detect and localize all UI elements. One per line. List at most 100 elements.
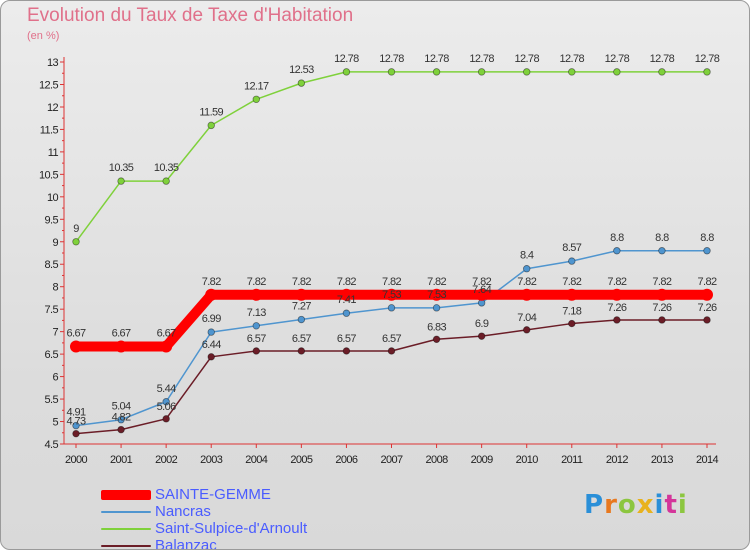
data-label-0: 6.67 <box>66 327 85 339</box>
x-tick-label: 2010 <box>516 454 539 466</box>
x-tick-label: 2011 <box>561 454 583 466</box>
logo-letter: o <box>617 490 637 520</box>
series-point-0 <box>430 288 443 301</box>
series-point-1 <box>342 309 351 317</box>
series-point-0 <box>385 288 398 301</box>
data-label-3: 6.44 <box>202 339 221 351</box>
y-tick-label: 8 <box>52 282 58 294</box>
data-label-3: 6.57 <box>247 333 266 345</box>
series-point-3 <box>117 425 125 434</box>
data-label-2: 12.78 <box>560 53 585 65</box>
y-tick-label: 13 <box>47 57 59 69</box>
legend-swatch <box>101 490 151 500</box>
data-label-0: 7.82 <box>427 276 446 288</box>
data-label-1: 7.13 <box>247 307 266 319</box>
data-label-2: 12.78 <box>605 53 630 65</box>
series-point-2 <box>568 68 576 76</box>
series-point-3 <box>613 316 621 324</box>
data-label-1: 7.27 <box>292 301 311 313</box>
series-point-2 <box>432 68 441 76</box>
data-label-3: 7.04 <box>517 312 536 324</box>
series-point-1 <box>613 247 621 255</box>
series-point-1 <box>432 304 441 312</box>
data-label-2: 12.53 <box>289 64 314 76</box>
series-point-1 <box>387 304 396 312</box>
x-tick-label: 2002 <box>155 454 178 466</box>
data-label-1: 7.53 <box>382 289 401 301</box>
data-label-3: 7.26 <box>607 302 626 314</box>
series-point-0 <box>565 288 578 301</box>
series-point-0 <box>70 340 82 353</box>
data-label-0: 7.82 <box>697 276 716 288</box>
series-point-0 <box>610 288 623 301</box>
data-label-2: 12.17 <box>244 80 269 92</box>
y-tick-label: 5 <box>52 417 58 429</box>
series-point-2 <box>658 68 666 76</box>
series-point-2 <box>117 177 125 185</box>
series-point-2 <box>207 121 215 130</box>
line-chart: 4.555.566.577.588.599.51010.51111.51212.… <box>39 53 720 466</box>
data-label-0: 7.82 <box>292 276 311 288</box>
data-label-3: 6.57 <box>382 333 401 345</box>
series-point-0 <box>655 288 668 301</box>
series-point-2 <box>252 95 260 104</box>
series-point-3 <box>658 316 666 324</box>
series-point-0 <box>520 288 533 301</box>
data-label-2: 12.78 <box>650 53 675 65</box>
x-tick-label: 2003 <box>200 454 223 466</box>
data-label-3: 6.83 <box>427 321 446 333</box>
data-label-1: 7.41 <box>337 294 356 306</box>
legend-label: Balanzac <box>155 537 217 550</box>
data-label-1: 8.8 <box>610 232 624 244</box>
series-point-3 <box>252 347 260 355</box>
data-label-2: 10.35 <box>154 162 179 174</box>
series-point-3 <box>207 353 215 361</box>
y-tick-label: 12.5 <box>39 79 58 91</box>
series-point-0 <box>701 288 713 301</box>
data-label-1: 5.44 <box>157 383 176 395</box>
data-label-1: 8.4 <box>520 250 534 262</box>
legend-label: Saint-Sulpice-d'Arnoult <box>155 520 308 537</box>
y-tick-label: 8.5 <box>45 259 59 271</box>
x-tick-label: 2001 <box>110 454 133 466</box>
series-point-3 <box>297 347 306 355</box>
series-point-1 <box>658 247 666 255</box>
data-label-0: 7.82 <box>382 276 401 288</box>
y-tick-label: 5.5 <box>45 394 59 406</box>
data-label-0: 7.82 <box>517 276 536 288</box>
data-label-2: 12.78 <box>334 53 359 65</box>
data-label-0: 7.82 <box>337 276 356 288</box>
data-label-1: 7.53 <box>427 289 446 301</box>
series-point-2 <box>613 68 621 76</box>
y-tick-label: 9 <box>52 237 58 249</box>
data-label-2: 12.78 <box>379 53 404 65</box>
series-point-1 <box>252 322 260 330</box>
logo-letter: t <box>664 490 678 520</box>
series-point-0 <box>475 288 488 301</box>
data-label-1: 8.8 <box>700 232 714 244</box>
series-point-2 <box>162 177 170 185</box>
data-label-3: 7.18 <box>562 306 581 318</box>
data-label-1: 7.64 <box>472 284 491 296</box>
series-point-2 <box>523 68 531 76</box>
data-label-2: 12.78 <box>514 53 539 65</box>
series-point-1 <box>523 265 531 273</box>
x-tick-label: 2004 <box>245 454 268 466</box>
x-tick-label: 2012 <box>606 454 629 466</box>
data-label-3: 6.9 <box>475 318 489 330</box>
series-point-3 <box>477 332 486 340</box>
legend-label: SAINTE-GEMME <box>155 486 271 503</box>
series-point-3 <box>703 316 711 324</box>
chart-unit-label: (en %) <box>27 30 60 42</box>
series-point-2 <box>342 68 351 76</box>
series-point-2 <box>72 238 80 246</box>
data-label-1: 8.57 <box>562 242 581 254</box>
series-point-2 <box>477 68 486 76</box>
logo-letter: i <box>677 490 688 520</box>
data-label-0: 7.82 <box>247 276 266 288</box>
data-label-3: 4.82 <box>112 412 131 424</box>
x-tick-label: 2000 <box>65 454 88 466</box>
series-point-1 <box>117 416 125 424</box>
series-point-0 <box>295 288 308 301</box>
